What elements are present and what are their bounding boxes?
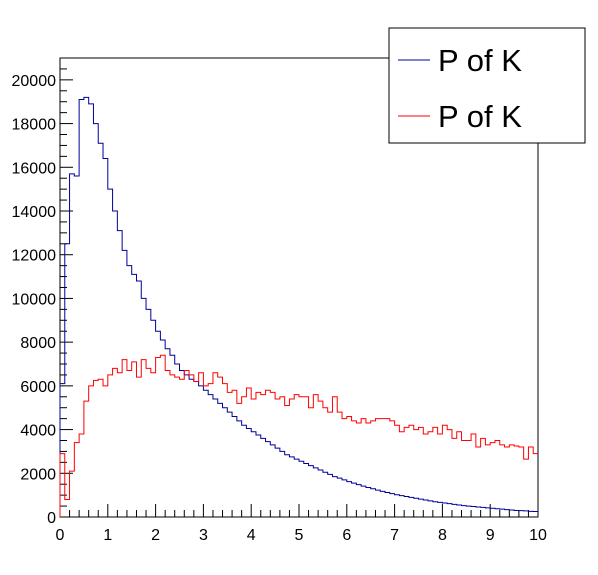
y-tick-label: 2000	[20, 466, 56, 483]
y-tick-label: 6000	[20, 379, 56, 396]
y-tick-label: 4000	[20, 423, 56, 440]
legend-label-series-2: P of K	[438, 99, 522, 134]
y-tick-label: 0	[47, 510, 56, 527]
y-tick-label: 20000	[12, 73, 57, 90]
x-tick-label: 5	[295, 527, 304, 544]
x-axis-ticks: 0 1 2 3 4 5 6 7 8 9 10	[56, 504, 547, 544]
x-tick-label: 2	[151, 527, 160, 544]
legend: P of K P of K	[388, 27, 586, 144]
y-tick-label: 10000	[12, 291, 57, 308]
legend-box	[388, 27, 586, 144]
y-tick-label: 12000	[12, 248, 57, 265]
series-1-histogram	[59, 96, 538, 517]
x-tick-label: 8	[438, 527, 447, 544]
y-tick-label: 18000	[12, 117, 57, 134]
y-tick-label: 14000	[12, 204, 57, 221]
y-tick-label: 8000	[20, 335, 56, 352]
y-axis-ticks: 0 2000 4000 6000 8000 10000 12000 14000 16000 180…	[12, 57, 73, 527]
y-tick-label: 16000	[12, 160, 57, 177]
x-tick-label: 9	[486, 527, 495, 544]
x-tick-label: 10	[529, 527, 547, 544]
x-tick-label: 3	[199, 527, 208, 544]
series-layer	[59, 96, 538, 517]
x-tick-label: 6	[342, 527, 351, 544]
x-tick-label: 0	[56, 527, 65, 544]
x-tick-label: 1	[103, 527, 112, 544]
x-tick-label: 4	[247, 527, 256, 544]
series-2-histogram	[59, 354, 538, 517]
legend-label-series-1: P of K	[438, 43, 522, 78]
x-tick-label: 7	[390, 527, 399, 544]
